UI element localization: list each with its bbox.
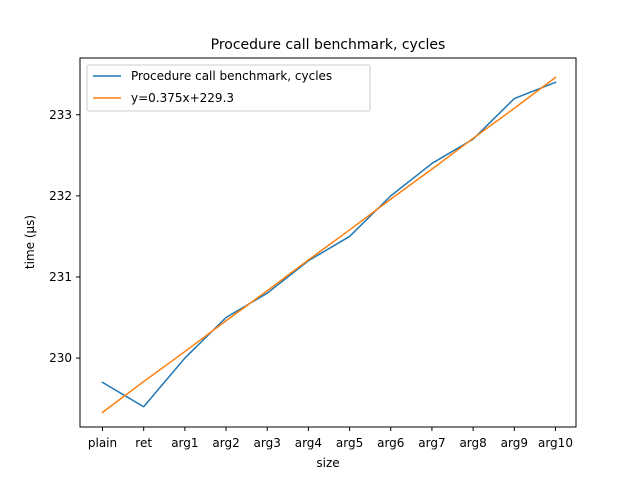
legend-label-1: y=0.375x+229.3 — [131, 91, 234, 105]
legend: Procedure call benchmark, cycles y=0.375x… — [86, 64, 371, 112]
y-tick-label: 232 — [49, 189, 72, 203]
plot-frame — [79, 57, 577, 428]
x-tick-label: arg3 — [254, 436, 281, 450]
y-axis-label: time (µs) — [23, 215, 37, 269]
legend-box — [86, 64, 371, 112]
x-tick-label: arg6 — [377, 436, 404, 450]
series-line-0 — [101, 81, 557, 408]
x-tick-label: arg1 — [171, 436, 198, 450]
y-axis-ticks: 230 231 232 233 — [49, 108, 80, 365]
x-tick-label: arg4 — [295, 436, 322, 450]
x-tick-label: plain — [88, 436, 117, 450]
x-axis-ticks: plain ret arg1 arg2 arg3 arg4 arg5 arg6 arg7 arg8… — [88, 427, 573, 450]
y-tick-label: 230 — [49, 351, 72, 365]
x-tick-label: arg2 — [212, 436, 239, 450]
series-line-1 — [101, 76, 557, 414]
series-layer — [101, 76, 557, 414]
legend-label-0: Procedure call benchmark, cycles — [131, 69, 332, 83]
y-tick-label: 233 — [49, 108, 72, 122]
x-tick-label: arg7 — [418, 436, 445, 450]
x-tick-label: arg10 — [538, 436, 573, 450]
x-tick-label: ret — [135, 436, 152, 450]
x-tick-label: arg9 — [501, 436, 528, 450]
y-tick-label: 231 — [49, 270, 72, 284]
chart-title: Procedure call benchmark, cycles — [211, 37, 446, 53]
x-tick-label: arg5 — [336, 436, 363, 450]
x-axis-label: size — [316, 456, 339, 470]
x-tick-label: arg8 — [459, 436, 486, 450]
